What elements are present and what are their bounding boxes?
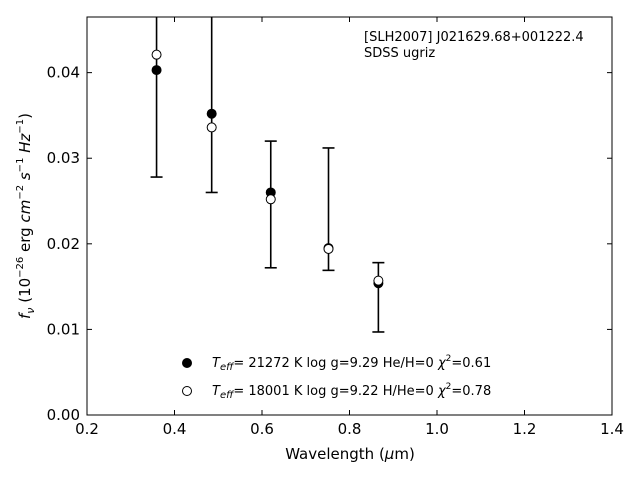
legend-2-logg: 9.22 xyxy=(350,384,379,399)
legend-1-comp: He/H=0 xyxy=(383,356,434,371)
y-tick-label: 0.00 xyxy=(47,406,80,424)
legend-1-logg: 9.29 xyxy=(350,356,379,371)
legend-1-chi: 0.61 xyxy=(462,356,491,371)
model-1-point xyxy=(151,65,162,76)
axis-ticks: 0.2 0.4 0.6 0.8 1.0 1.2 1.4 0.00 0.01 0.02 0.03 0.0… xyxy=(47,17,624,438)
y-tick-label: 0.03 xyxy=(47,149,80,167)
legend-2-temp: 18001 xyxy=(248,384,289,399)
model-2-point xyxy=(323,243,334,254)
model-2-point xyxy=(373,275,384,286)
legend: Teff= 21272 K log g=9.29 He/H=0 χ2=0.61 … xyxy=(182,354,491,401)
x-tick-label: 1.2 xyxy=(513,420,537,438)
legend-entry-model-1: Teff= 21272 K log g=9.29 He/H=0 χ2=0.61 xyxy=(212,354,491,373)
x-tick-label: 0.2 xyxy=(75,420,99,438)
x-tick-label: 0.8 xyxy=(338,420,362,438)
model-2-point xyxy=(206,122,217,133)
legend-1-temp: 21272 xyxy=(248,356,289,371)
y-tick-label: 0.02 xyxy=(47,235,80,253)
x-tick-label: 0.6 xyxy=(250,420,274,438)
x-tick-label: 1.4 xyxy=(600,420,624,438)
y-tick-label: 0.04 xyxy=(47,64,80,82)
model-1-point xyxy=(206,108,217,119)
y-axis-label: fν (10−26 erg cm−2 s−1 Hz−1) xyxy=(15,113,37,319)
model-2-point xyxy=(151,49,162,60)
data-points xyxy=(151,49,384,289)
legend-2-comp: H/He=0 xyxy=(383,384,434,399)
error-bars xyxy=(150,17,385,333)
model-2-point xyxy=(265,194,276,205)
object-name-annotation: [SLH2007] J021629.68+001222.4 xyxy=(364,30,584,45)
legend-2-chi: 0.78 xyxy=(462,384,491,399)
x-axis-label: Wavelength (μm) xyxy=(285,445,415,463)
x-tick-label: 1.0 xyxy=(425,420,449,438)
y-tick-label: 0.01 xyxy=(47,320,80,338)
legend-marker-open xyxy=(182,386,192,396)
legend-marker-filled xyxy=(182,358,192,368)
filter-annotation: SDSS ugriz xyxy=(364,46,435,61)
x-tick-label: 0.4 xyxy=(163,420,187,438)
legend-entry-model-2: Teff= 18001 K log g=9.22 H/He=0 χ2=0.78 xyxy=(212,382,491,401)
